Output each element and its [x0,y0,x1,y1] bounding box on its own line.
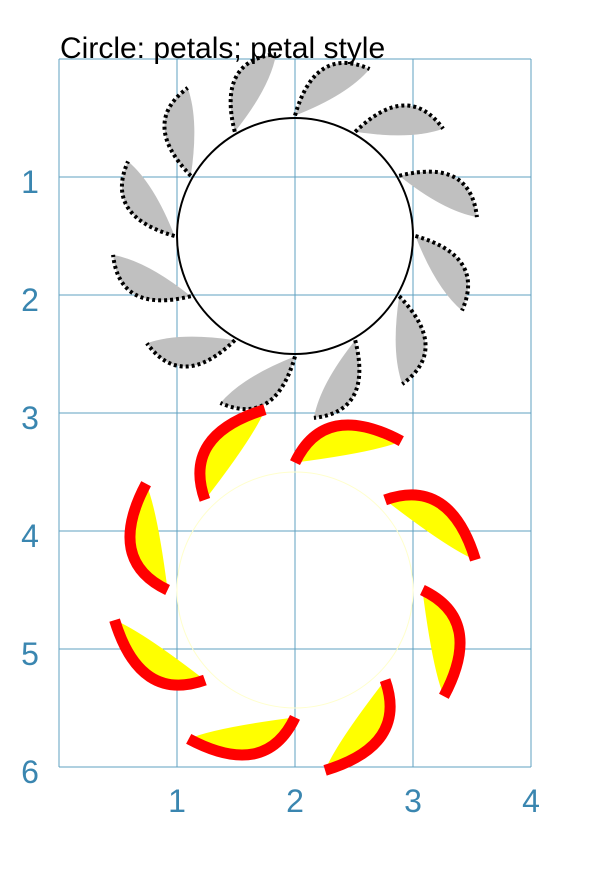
y-tick-label: 5 [21,636,39,672]
petal [220,356,295,410]
petal-edge [419,585,466,699]
circle-red-petals [109,404,481,776]
y-tick-label: 3 [21,400,39,436]
petal-edge [323,678,396,776]
x-tick-label: 3 [404,783,422,819]
petal-edge [313,339,362,420]
circle [176,117,414,355]
x-tick-label: 1 [168,783,186,819]
petal-edge [109,618,207,691]
petal-edge [119,160,176,238]
petal-edge [414,234,471,312]
petal [113,254,191,301]
petal [415,236,469,311]
petal-edge [186,714,300,761]
petal-edge [398,169,479,218]
y-tick-label: 6 [21,754,39,790]
petal-edge [194,404,267,502]
petal [121,161,175,236]
petal [313,340,360,418]
petal-edge [124,481,171,595]
petal-edge [162,86,193,178]
y-tick-label: 4 [21,518,39,554]
petal [295,62,370,116]
petal [385,494,476,560]
petal [114,620,205,686]
petal-edge [228,52,277,133]
petal-edge [353,103,445,134]
petal [146,336,235,367]
petal-edge [111,254,192,303]
petal [399,171,477,218]
petal-edge [293,60,371,117]
y-tick-label: 1 [21,164,39,200]
petal [355,105,444,136]
petal [395,296,426,385]
petal-edge [397,294,428,386]
petal-edge [383,489,481,562]
x-tick-label: 2 [286,783,304,819]
circle-gray-petals [111,52,479,420]
petal-edge [290,419,404,466]
petal-edge [219,355,297,412]
petal [325,680,391,771]
diagram-title: Circle: petals; petal style [60,32,385,65]
circle [176,471,414,709]
x-tick-label: 4 [522,783,540,819]
axis-ticks: 1 2 3 4 1 2 3 4 5 6 [21,164,540,819]
petal-edge [145,338,237,369]
petal [230,54,277,132]
y-tick-label: 2 [21,282,39,318]
petal [164,87,195,176]
petal [199,409,265,500]
diagram-shapes [109,52,481,776]
